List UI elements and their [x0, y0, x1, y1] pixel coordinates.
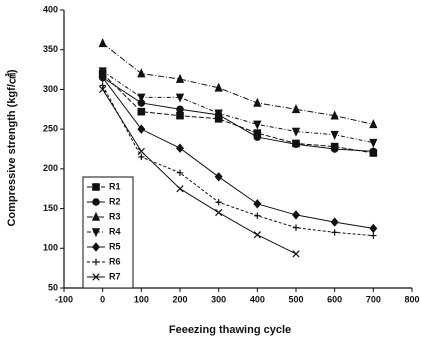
data-point	[330, 110, 339, 120]
x-tick-label: 300	[211, 294, 226, 304]
data-point	[330, 145, 339, 153]
x-tick-label: 0	[100, 294, 105, 304]
data-point	[176, 111, 184, 120]
y-tick-label: 100	[43, 243, 58, 253]
legend-label: R4	[109, 226, 121, 236]
data-point	[175, 73, 185, 83]
x-tick-label: 500	[288, 294, 303, 304]
data-point	[98, 72, 107, 83]
data-point	[330, 130, 339, 140]
data-point	[214, 172, 223, 182]
series-line	[102, 77, 374, 229]
legend-marker	[92, 183, 100, 191]
legend-marker	[92, 198, 100, 206]
series-line	[102, 77, 374, 152]
legend-label: R2	[109, 196, 121, 206]
x-tick-label: -100	[55, 294, 73, 304]
data-point	[137, 107, 146, 116]
data-point	[369, 147, 378, 156]
y-tick-label: 400	[43, 4, 58, 14]
legend-marker	[92, 242, 100, 252]
data-point	[176, 185, 184, 193]
x-tick-label: 600	[327, 294, 342, 304]
legend-marker	[92, 258, 100, 266]
data-point	[137, 93, 146, 103]
data-point	[369, 119, 378, 129]
y-tick-label: 350	[43, 44, 58, 54]
x-tick-label: 800	[404, 294, 419, 304]
data-point	[137, 68, 146, 78]
data-point	[292, 224, 300, 231]
data-point	[331, 229, 338, 236]
x-axis-label: Feeezing thawing cycle	[169, 324, 291, 336]
data-point	[214, 109, 223, 119]
data-point	[292, 210, 300, 220]
data-point	[369, 138, 378, 148]
data-point	[253, 97, 262, 107]
legend-marker	[92, 273, 100, 281]
y-tick-label: 50	[48, 282, 58, 292]
series-line	[102, 42, 374, 125]
data-point	[330, 217, 339, 227]
data-point	[176, 105, 184, 114]
legend-label: R7	[109, 271, 121, 281]
series-line	[102, 73, 374, 154]
data-point	[292, 250, 300, 258]
series-line	[102, 89, 297, 255]
data-point	[369, 223, 378, 234]
legend-marker	[91, 228, 101, 238]
y-tick-label: 200	[43, 163, 58, 173]
legend-marker	[91, 211, 101, 221]
data-point	[137, 147, 145, 156]
data-point	[138, 153, 145, 161]
data-point	[253, 199, 262, 209]
data-point	[253, 231, 261, 239]
data-point	[292, 140, 300, 149]
data-point	[214, 82, 223, 92]
y-tick-label: 300	[43, 84, 58, 94]
data-point	[176, 169, 184, 177]
data-point	[176, 143, 184, 153]
legend-label: R6	[109, 256, 121, 266]
legend-label: R1	[109, 181, 121, 191]
data-point	[98, 67, 107, 77]
data-point	[99, 85, 107, 94]
series-line	[102, 85, 374, 237]
series-line	[102, 70, 374, 144]
legend-label: R3	[109, 211, 121, 221]
y-tick-label: 150	[43, 203, 58, 213]
x-tick-label: 400	[250, 294, 265, 304]
y-axis-label: Compressive strength (kgf/㎠)	[4, 69, 18, 226]
data-point	[215, 199, 222, 206]
data-point	[175, 93, 185, 103]
data-point	[98, 38, 107, 48]
legend-box	[82, 176, 134, 289]
data-point	[215, 208, 223, 217]
data-point	[99, 82, 106, 89]
x-tick-label: 700	[366, 294, 381, 304]
data-point	[253, 120, 262, 130]
data-point	[137, 124, 146, 134]
data-point	[253, 133, 262, 141]
legend-label: R5	[109, 241, 121, 251]
data-point	[370, 232, 377, 239]
data-point	[254, 212, 261, 219]
x-tick-label: 100	[134, 294, 149, 304]
data-point	[291, 127, 301, 137]
x-tick-label: 200	[172, 294, 187, 304]
y-tick-label: 250	[43, 124, 58, 134]
data-point	[291, 104, 301, 114]
